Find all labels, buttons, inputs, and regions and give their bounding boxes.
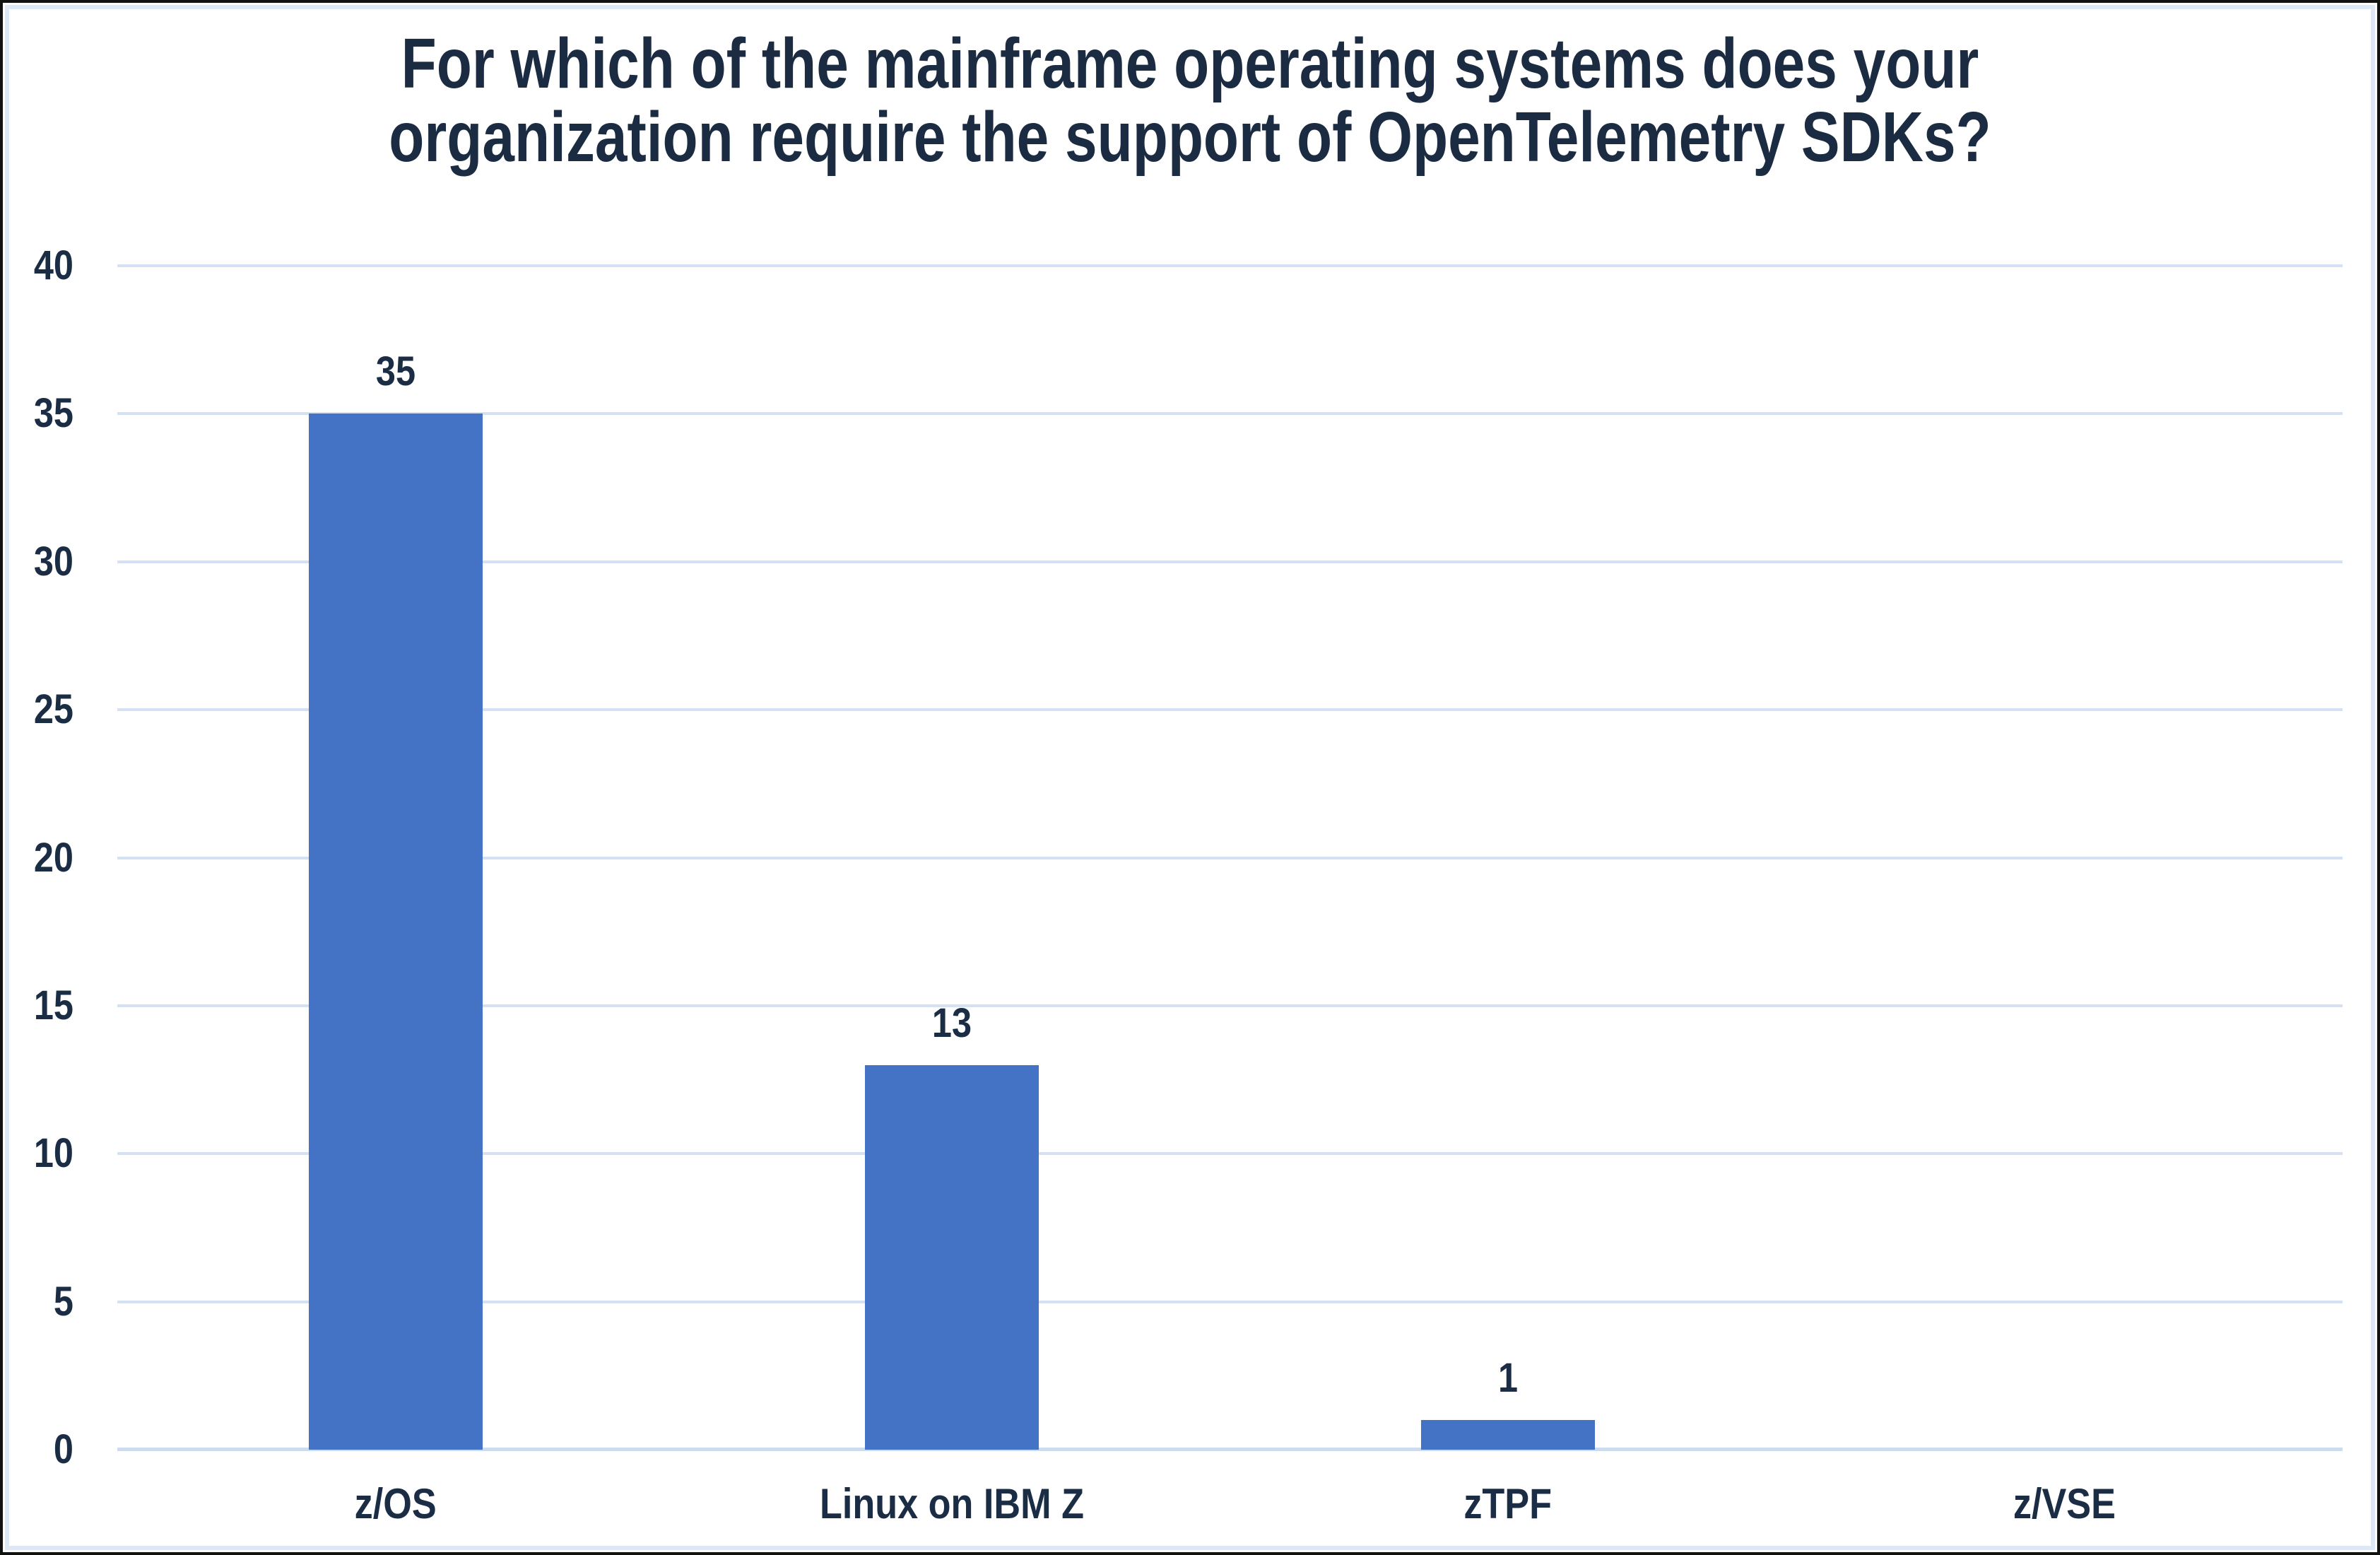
y-tick-label: 20: [33, 834, 73, 881]
bar-slot: 35: [117, 266, 673, 1450]
gridline: [117, 1152, 2343, 1156]
bar-slot: [1786, 266, 2343, 1450]
gridline: [117, 708, 2343, 712]
category-label: z/VSE: [2013, 1479, 2116, 1527]
category-label: z/OS: [354, 1479, 437, 1527]
bar-slot: 13: [673, 266, 1230, 1450]
bar-value-label: 35: [375, 348, 416, 395]
gridline: [117, 560, 2343, 563]
gridline: [117, 264, 2343, 267]
y-tick-label: 35: [33, 390, 73, 437]
chart-title-line-1: For which of the mainframe operating sys…: [401, 24, 1979, 103]
bar-value-label: 13: [931, 999, 972, 1046]
bar: [1421, 1420, 1596, 1450]
y-tick-label: 25: [33, 686, 73, 733]
y-tick-label: 5: [53, 1278, 73, 1325]
y-tick-label: 30: [33, 538, 73, 585]
gridline: [117, 1300, 2343, 1303]
y-axis-tick-labels: 0 5 10 15 20 25 30 35 40: [3, 245, 73, 1470]
category-label: zTPF: [1463, 1479, 1553, 1527]
y-tick-label: 0: [53, 1426, 73, 1472]
bar-value-label: 1: [1498, 1355, 1519, 1402]
chart-title: For which of the mainframe operating sys…: [3, 27, 2377, 174]
bar-slot: 1: [1230, 266, 1786, 1450]
y-tick-label: 15: [33, 982, 73, 1028]
y-tick-label: 40: [33, 242, 73, 288]
plot-area: 35 13 1: [117, 264, 2343, 1451]
gridline: [117, 412, 2343, 416]
gridline: [117, 856, 2343, 859]
gridline: [117, 1004, 2343, 1007]
x-axis-category-labels: z/OS Linux on IBM Z zTPF z/VSE: [117, 1479, 2343, 1528]
bar: [864, 1064, 1039, 1450]
chart-title-line-2: organization require the support of Open…: [389, 98, 1991, 177]
bar: [308, 413, 483, 1450]
y-tick-label: 10: [33, 1130, 73, 1177]
x-axis-line: [117, 1448, 2343, 1451]
category-label: Linux on IBM Z: [819, 1479, 1084, 1527]
